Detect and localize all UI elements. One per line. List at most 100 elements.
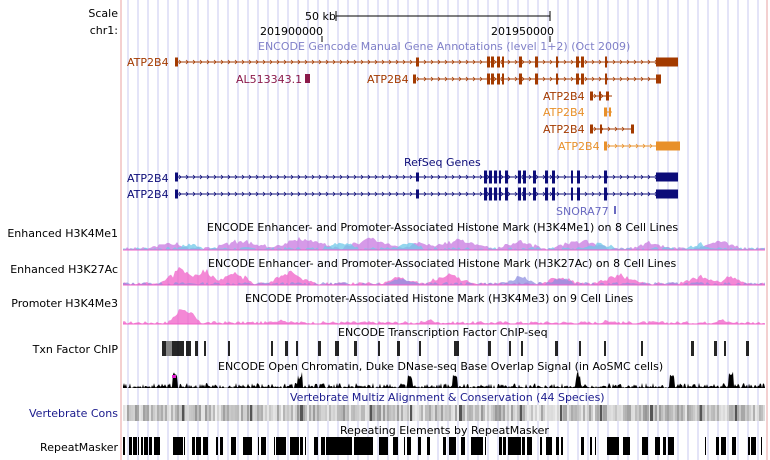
conservation-cell — [127, 405, 129, 421]
strand-chevron — [465, 174, 469, 180]
strand-chevron — [430, 59, 434, 65]
strand-chevron — [472, 59, 476, 65]
conservation-cell — [661, 405, 663, 421]
dnase-peak-mark — [172, 375, 176, 378]
strand-chevron — [381, 59, 385, 65]
strand-chevron — [388, 174, 392, 180]
h3k27ac-track-label[interactable]: Enhanced H3K27Ac — [10, 263, 118, 276]
strand-chevron — [360, 191, 364, 197]
cons-track-label[interactable]: Vertebrate Cons — [29, 407, 118, 420]
strand-chevron — [514, 191, 518, 197]
conservation-cell — [329, 405, 331, 421]
gene-exon — [494, 170, 497, 184]
gene-exon — [484, 170, 487, 184]
conservation-cell — [391, 405, 393, 421]
repeat-element — [614, 437, 615, 455]
repeat-element — [663, 437, 666, 455]
conservation-cell — [563, 405, 565, 421]
conservation-cell — [139, 405, 141, 421]
conservation-cell — [737, 405, 739, 421]
repeat-element — [196, 437, 201, 455]
strand-chevron — [437, 59, 441, 65]
strand-chevron — [346, 59, 350, 65]
conservation-cell — [479, 405, 481, 421]
conservation-cell — [571, 405, 573, 421]
refseq-track-title[interactable]: RefSeq Genes — [404, 156, 481, 169]
txn-track-title[interactable]: ENCODE Transcription Factor ChIP-seq — [338, 326, 548, 339]
strand-chevron — [339, 174, 343, 180]
strand-chevron — [241, 191, 245, 197]
rmsk-track-title[interactable]: Repeating Elements by RepeatMasker — [340, 424, 549, 437]
repeat-element — [511, 437, 513, 455]
conservation-cell — [551, 405, 553, 421]
gene-exon — [590, 91, 593, 101]
conservation-cell — [619, 405, 621, 421]
repeat-element — [314, 437, 318, 455]
conservation-cell — [575, 405, 577, 421]
txn-track-label[interactable]: Txn Factor ChIP — [32, 343, 118, 356]
strand-chevron — [297, 59, 301, 65]
conservation-cell — [307, 405, 309, 421]
conservation-cell — [145, 405, 147, 421]
conservation-cell — [449, 405, 451, 421]
strand-chevron — [374, 59, 378, 65]
h3k4me1-track-label[interactable]: Enhanced H3K4Me1 — [7, 227, 118, 240]
gene-exon — [604, 141, 607, 151]
strand-chevron — [381, 174, 385, 180]
gencode-gene-label[interactable]: ATP2B4 — [543, 90, 585, 103]
refseq-gene-label[interactable]: ATP2B4 — [127, 172, 169, 185]
rmsk-track-label[interactable]: RepeatMasker — [40, 441, 118, 454]
gencode-gene-label[interactable]: ATP2B4 — [558, 140, 600, 153]
h3k4me3-track-label[interactable]: Promoter H3K4Me3 — [11, 297, 118, 310]
gene-exon — [502, 56, 504, 68]
repeat-element — [123, 437, 125, 455]
conservation-cell — [275, 405, 277, 421]
dnase-track-title[interactable]: ENCODE Open Chromatin, Duke DNase-seq Ba… — [218, 360, 664, 373]
h3k27ac-track-title[interactable]: ENCODE Enhancer- and Promoter-Associated… — [208, 257, 677, 270]
conservation-cell — [263, 405, 265, 421]
h3k4me3-track-title[interactable]: ENCODE Promoter-Associated Histone Mark … — [245, 292, 634, 305]
gene-exon — [502, 73, 504, 85]
conservation-cell — [605, 405, 607, 421]
strand-chevron — [269, 59, 273, 65]
conservation-cell — [137, 405, 139, 421]
gene-exon — [491, 73, 494, 85]
conservation-cell — [305, 405, 307, 421]
strand-chevron — [570, 76, 574, 82]
conservation-peak — [560, 405, 562, 421]
gencode-track-title[interactable]: ENCODE Gencode Manual Gene Annotations (… — [258, 40, 631, 53]
txn-factor-bar — [354, 341, 357, 356]
strand-chevron — [374, 191, 378, 197]
conservation-cell — [343, 405, 345, 421]
gencode-gene-label[interactable]: AL513343.1 — [236, 73, 303, 86]
strand-chevron — [647, 76, 651, 82]
strand-chevron — [227, 174, 231, 180]
strand-chevron — [640, 174, 644, 180]
refseq-gene-label[interactable]: SNORA77 — [556, 205, 609, 218]
refseq-gene-label[interactable]: ATP2B4 — [127, 188, 169, 201]
strand-chevron — [591, 191, 595, 197]
conservation-cell — [407, 405, 409, 421]
gene-exon — [604, 107, 607, 117]
h3k4me1-track-title[interactable]: ENCODE Enhancer- and Promoter-Associated… — [207, 221, 679, 234]
gencode-gene-label[interactable]: ATP2B4 — [543, 106, 585, 119]
signal-tracks — [123, 237, 765, 455]
gencode-gene-label[interactable]: ATP2B4 — [543, 123, 585, 136]
gencode-gene-label[interactable]: ATP2B4 — [367, 73, 409, 86]
conservation-cell — [727, 405, 729, 421]
cons-track-title[interactable]: Vertebrate Multiz Alignment & Conservati… — [290, 391, 605, 404]
strand-chevron — [556, 191, 560, 197]
conservation-cell — [239, 405, 241, 421]
gene-exon — [576, 73, 579, 85]
strand-chevron — [192, 174, 196, 180]
gene-exon — [175, 57, 178, 67]
conservation-cell — [621, 405, 623, 421]
conservation-cell — [539, 405, 541, 421]
conservation-cell — [133, 405, 135, 421]
gene-exon — [590, 124, 593, 134]
conservation-cell — [603, 405, 605, 421]
gencode-gene-label[interactable]: ATP2B4 — [127, 56, 169, 69]
repeat-element — [357, 437, 363, 455]
